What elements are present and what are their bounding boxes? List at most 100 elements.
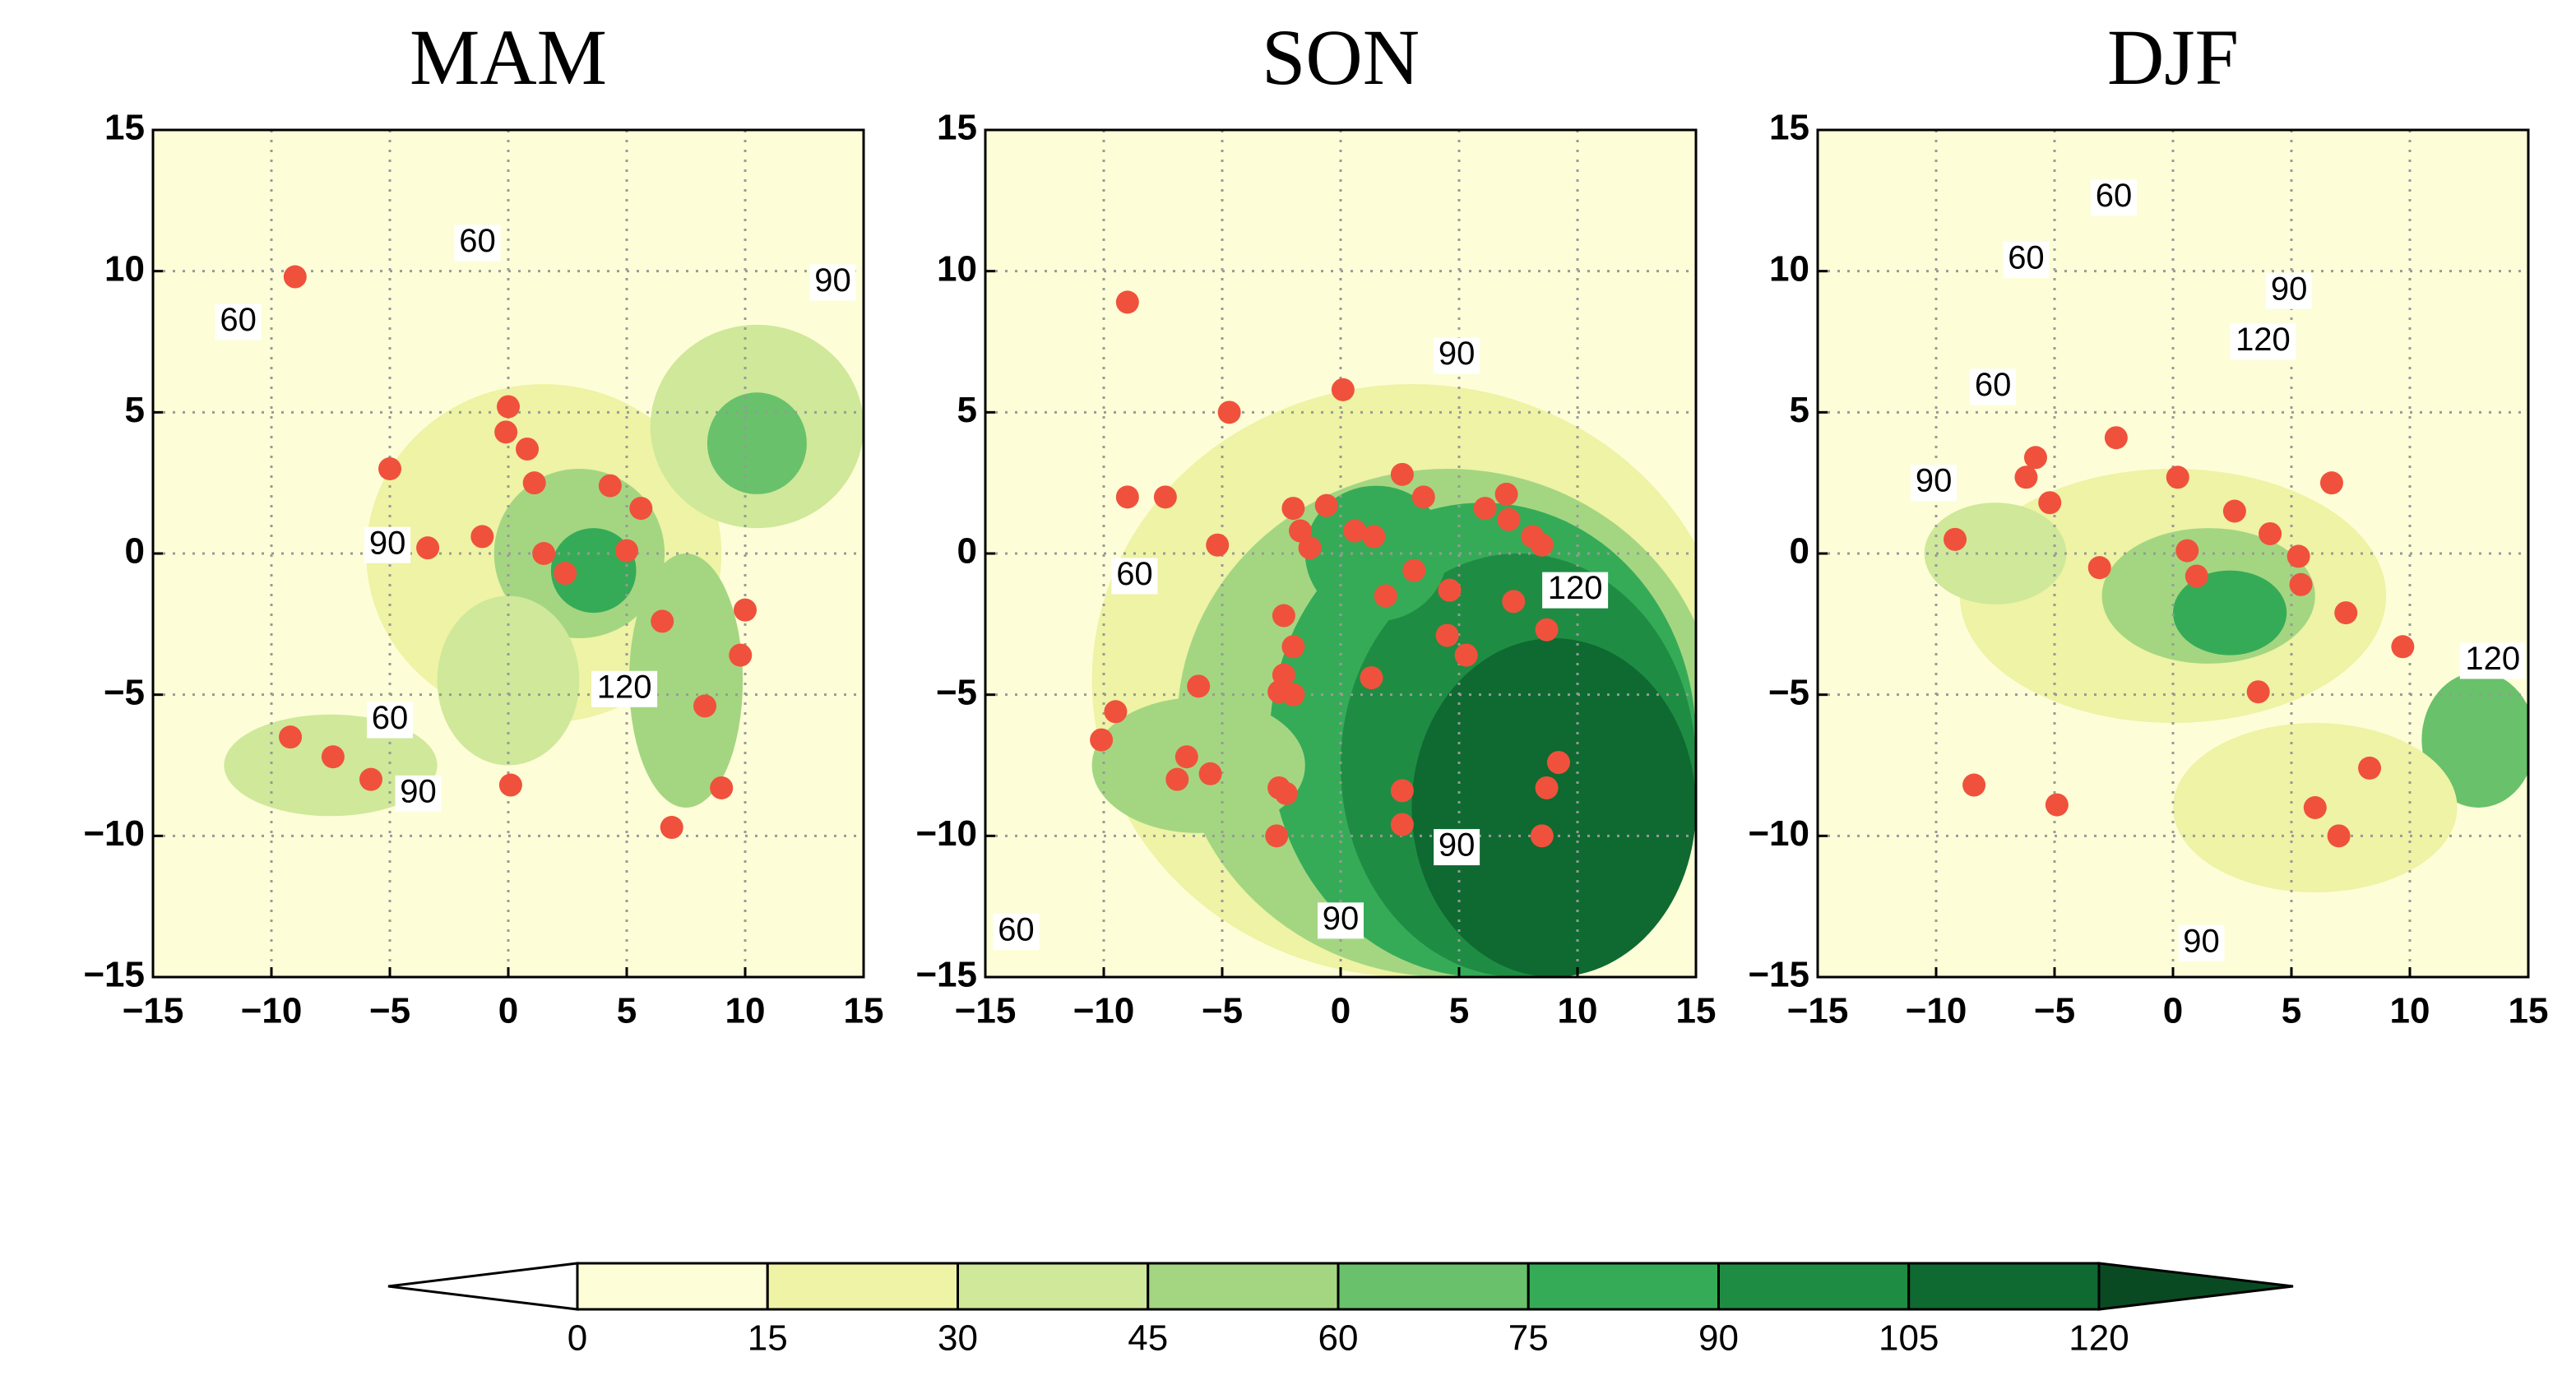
colorbar-bin <box>1907 1262 2101 1311</box>
x-tick-label: 10 <box>1558 991 1598 1031</box>
y-tick-label: 10 <box>1769 248 1809 289</box>
contour-label: 60 <box>2008 239 2045 276</box>
y-tick-label: −5 <box>1768 672 1809 712</box>
point <box>522 471 546 495</box>
y-tick-label: 10 <box>937 248 977 289</box>
point <box>378 457 401 480</box>
y-tick-label: 5 <box>125 390 145 430</box>
x-tick-label: 0 <box>498 991 518 1031</box>
point <box>1454 643 1478 667</box>
y-tick-label: −10 <box>915 813 977 854</box>
x-tick-label: 15 <box>2509 991 2549 1031</box>
x-tick-label: −5 <box>1202 991 1243 1031</box>
point <box>660 816 683 840</box>
point <box>1390 462 1414 486</box>
contour-label: 90 <box>1916 463 1953 499</box>
contour-label-bg <box>2230 323 2296 360</box>
point <box>470 525 494 549</box>
point <box>1187 674 1211 698</box>
point <box>1331 378 1355 401</box>
panel-title: MAM <box>410 13 607 101</box>
contour-label-bg <box>2459 642 2526 679</box>
contour-label: 60 <box>1975 367 2012 403</box>
y-tick-label: 0 <box>957 531 977 572</box>
point <box>532 542 556 565</box>
contour-label: 60 <box>459 223 496 259</box>
point <box>1535 776 1559 799</box>
point <box>2327 824 2351 848</box>
panel-title: DJF <box>2107 13 2239 101</box>
point <box>1115 290 1139 314</box>
point <box>2087 556 2111 580</box>
x-tick-label: −15 <box>1787 991 1849 1031</box>
point <box>1281 683 1305 706</box>
frame <box>151 128 865 979</box>
y-tick-label: −5 <box>104 672 145 712</box>
point <box>1217 401 1241 424</box>
plot-area: 60 60 90 120 60 90 120 90 <box>1818 130 2528 977</box>
contour-label: 60 <box>372 700 409 736</box>
point <box>629 497 653 521</box>
point <box>1390 779 1414 803</box>
point <box>1402 558 1426 582</box>
frame <box>1816 128 2530 979</box>
point <box>2045 793 2069 817</box>
point <box>1289 519 1313 543</box>
point <box>710 776 734 799</box>
point <box>498 773 522 797</box>
colorbar-tick-label: 0 <box>568 1318 587 1359</box>
point <box>497 395 520 419</box>
contour-label-bg <box>1911 465 1957 502</box>
point <box>516 437 540 461</box>
shading <box>1091 697 1305 833</box>
point <box>1546 751 1570 775</box>
y-tick-label: 15 <box>937 108 977 148</box>
point <box>1962 773 1986 797</box>
x-tick-label: 10 <box>725 991 766 1031</box>
point <box>1343 519 1367 543</box>
colorbar-tick-label: 120 <box>2069 1318 2129 1359</box>
panel-title: SON <box>1262 13 1420 101</box>
point <box>1274 781 1298 805</box>
contour-label: 120 <box>597 669 652 705</box>
contour-label-bg <box>2091 179 2137 216</box>
shading <box>2173 570 2287 655</box>
point <box>598 474 622 498</box>
point <box>1206 533 1230 557</box>
contour-label-bg <box>454 225 501 262</box>
contour-label: 90 <box>369 525 406 561</box>
point <box>416 536 440 560</box>
shading <box>707 392 807 494</box>
x-tick-label: 5 <box>1449 991 1469 1031</box>
point <box>2014 466 2038 489</box>
colorbar-tick-label: 75 <box>1508 1318 1549 1359</box>
point <box>2104 426 2128 450</box>
contour-label: 90 <box>2183 923 2220 959</box>
contour-label: 120 <box>2235 322 2291 358</box>
contour-label-bg <box>809 264 856 301</box>
point <box>2391 635 2415 659</box>
y-tick-label: −10 <box>83 813 145 854</box>
point <box>2289 572 2313 596</box>
point <box>321 745 345 769</box>
x-tick-label: −15 <box>955 991 1017 1031</box>
x-tick-label: −10 <box>241 991 303 1031</box>
contour-label: 90 <box>400 773 437 809</box>
contour-label-bg <box>1970 368 2017 405</box>
point <box>1535 618 1559 642</box>
y-tick-label: −5 <box>936 672 977 712</box>
x-tick-label: 15 <box>844 991 884 1031</box>
point <box>651 609 674 633</box>
point <box>1502 590 1526 614</box>
contour-label: 90 <box>1323 901 1360 937</box>
contour-label-bg <box>215 303 262 340</box>
y-tick-label: −15 <box>83 955 145 995</box>
point <box>1390 813 1414 836</box>
point <box>1272 604 1295 628</box>
colorbar-bin <box>1527 1262 1720 1311</box>
point <box>1198 762 1222 785</box>
y-tick-label: 0 <box>1790 531 1809 572</box>
y-tick-label: 15 <box>104 108 145 148</box>
y-tick-label: 15 <box>1769 108 1809 148</box>
